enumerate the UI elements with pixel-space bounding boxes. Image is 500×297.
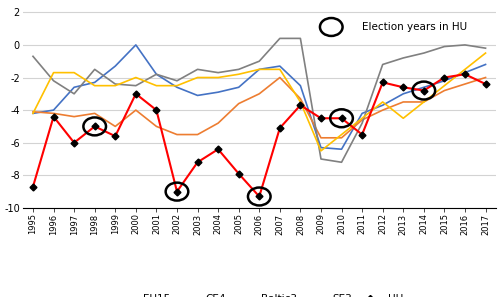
Legend: EU15, CE4, Baltic3, SE3, HU: EU15, CE4, Baltic3, SE3, HU <box>112 290 407 297</box>
Text: Election years in HU: Election years in HU <box>362 22 467 32</box>
